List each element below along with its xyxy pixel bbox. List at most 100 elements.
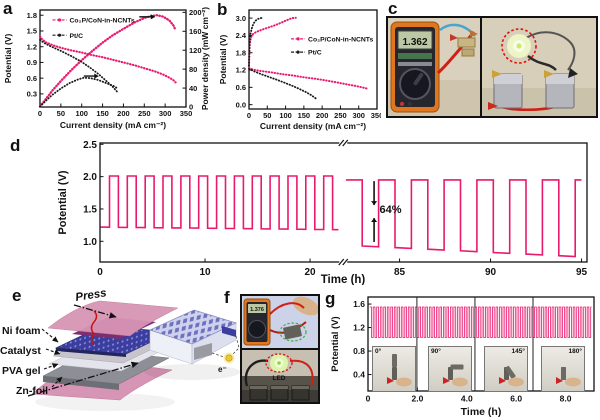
red-dashed-circle [501,28,537,64]
panel-a-label: a [3,0,13,18]
multimeter-lcd [248,304,266,313]
x-tick-label: 2.0 [411,394,423,404]
axis-break-slash [342,258,349,266]
bend-angle-label: 180° [568,348,582,355]
catalyst-label: Catalyst [0,345,41,357]
y2-axis-label: Power density (mW cm⁻²) [200,7,210,110]
x-tick-label: 300 [159,109,172,118]
red-wire [289,359,314,387]
series-galvanostatic-cycling [100,175,339,231]
clip-red [499,377,506,384]
legend-dot [57,18,62,22]
panel-a-polarization-chart: 0 50 100 150 200 250 300 350 0.3 0.6 0.9 1.2 1.5 1.8 0… [3,7,210,130]
plot-box [248,9,378,110]
cell-right-top [546,74,574,84]
battery-cell-stack [457,37,476,48]
x-tick-label: 10 [199,267,211,278]
axis-break-slash [338,139,345,147]
panel-g-label: g [325,289,336,308]
hand [508,377,524,387]
multimeter-lcd [397,30,433,50]
series-galvanostatic-cycling [345,179,582,258]
device-tab-gray [194,343,212,360]
x-tick-label: 0 [247,111,251,120]
y-tick-label: 1.0 [83,237,97,248]
series-co2p-discharge [248,67,368,90]
y-tick-label: 3.0 [236,14,246,23]
y-tick-label: 1.6 [353,299,365,309]
plot-box [39,9,187,108]
zn-foil-arrow [51,376,63,388]
panel-f-photos: 1.376 LED [240,294,320,404]
x-tick-label: 8.0 [560,394,572,404]
x-tick-label: 350 [371,111,381,120]
y-axis-label: Potential (V) [330,316,341,371]
y-tick-label: 0.3 [27,90,37,99]
device-arm-fixed [392,367,397,380]
x-tick-label: 0 [366,394,371,404]
device-tab-blue [222,326,236,337]
panel-f-label: f [224,288,230,307]
x-tick-label: 6.0 [510,394,522,404]
annotation-arrowhead [371,201,378,206]
legend-label: Co₂P/CoN-in-NCNTs [70,18,135,25]
bend-inset-photo: 145° [484,346,528,392]
hand [452,377,468,387]
axis-break-gap [339,259,348,265]
clip-gold-right [544,70,554,78]
panel-d-label: d [10,136,21,155]
panel-b-charge-discharge-chart: 0 50 100 150 200 250 300 350 0.0 0.6 1.2 1.8 2.4 3.0 C… [218,9,381,131]
series-co2p-charge [248,16,297,67]
panel-e-label: e [12,286,22,305]
legend-label: Pt/C [70,33,84,40]
device-top-grid [148,309,238,345]
x-axis-label: Time (h) [461,406,502,418]
photo-led-two-cells [482,18,596,116]
x-axis-label: Current density (mA cm⁻²) [260,121,366,131]
legend-dot [296,37,300,41]
multimeter-switch-row [398,62,432,66]
press-label: Press [75,287,108,304]
led-bulb [225,354,233,362]
legend-label: Pt/C [308,50,322,57]
photo-flexible-led: LED [242,350,318,402]
x-tick-label: 4.0 [461,394,473,404]
y-tick-label: 1.5 [83,205,97,216]
pva-gel-label: PVA gel [2,365,41,377]
x-tick-label: 250 [138,109,151,118]
bend-angle-label: 0° [375,348,382,355]
series-ptc-discharge [248,68,317,100]
layer-ni-foam-edge [56,348,126,357]
cell-2-top [271,386,288,389]
annotation-text: 64% [380,204,402,216]
multimeter-buttons [398,53,432,59]
y-tick-label: 1.5 [27,27,37,36]
legend-dot [57,33,62,37]
x-tick-label: 50 [263,111,271,120]
panel-g-insets: 0° 90° 145° 180° [320,284,600,420]
y-tick-label: 0.9 [27,58,37,67]
clip-gold-left [492,70,502,78]
flexible-device [283,324,302,340]
y-axis-label: Potential (V) [218,35,228,85]
y-tick-label: 1.2 [27,42,37,51]
y2-tick-label: 160 [189,27,202,36]
probe-port-black [407,101,413,107]
x-axis-label: Time (h) [321,274,366,285]
device-arm-bent [504,365,516,379]
clip-black [568,68,578,78]
series-co2p-power-density [38,14,177,108]
photo-flexible-multimeter: 1.376 [242,296,318,350]
device-arm-fixed [448,367,453,380]
x-tick-label: 100 [279,111,292,120]
panel-g-bending-chart: 0 2.0 4.0 6.0 8.0 0.4 0.8 1.2 1.6 Time (h) Potenti… [330,296,595,418]
annotation-arrowhead [371,218,378,223]
axis-pointer-arrowhead [150,14,156,20]
clip-red [488,102,498,110]
axis-break-slash [342,139,349,147]
plot-box [99,142,588,263]
clip-red [443,377,450,384]
black-wire [244,359,269,387]
panel-e-schematic: Ni foam Catalyst PVA gel Zn-foil Press e… [0,287,240,411]
